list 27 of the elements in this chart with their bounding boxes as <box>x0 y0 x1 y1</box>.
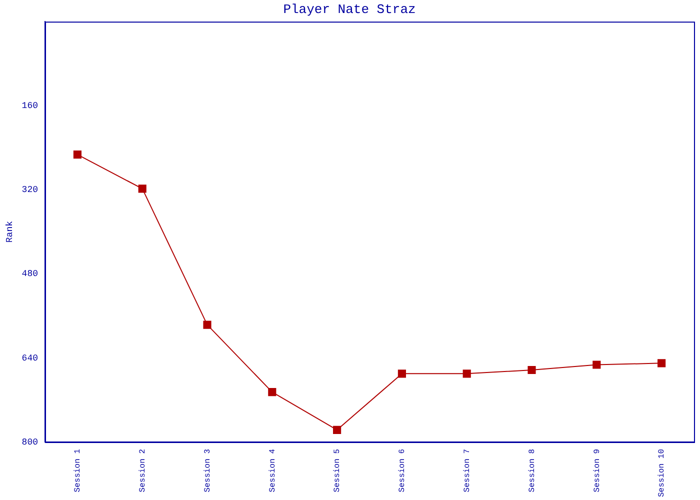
x-tick-label: Session 2 <box>138 448 148 492</box>
point <box>203 320 212 329</box>
point <box>138 184 146 193</box>
point <box>73 150 82 159</box>
x-tick-label: Session 9 <box>592 448 602 492</box>
point <box>268 388 276 396</box>
point <box>462 370 471 378</box>
x-tick-label: Session 5 <box>333 448 342 492</box>
point <box>528 366 536 374</box>
x-tick-label: Session 4 <box>268 448 278 492</box>
x-tick-label: Session 10 <box>658 448 667 498</box>
point <box>658 359 666 368</box>
y-tick-label: 320 <box>22 185 38 196</box>
x-tick-label: Session 1 <box>74 448 83 492</box>
y-axis-title: Rank <box>4 220 15 243</box>
x-tick-label: Session 6 <box>398 448 408 492</box>
chart-title: Player Nate Straz <box>283 2 416 18</box>
point <box>333 426 342 434</box>
y-tick-label: 480 <box>22 269 38 280</box>
y-tick-label: 800 <box>22 437 38 448</box>
y-tick-label: 640 <box>22 353 38 364</box>
point <box>592 360 601 369</box>
point <box>398 370 406 378</box>
x-tick-label: Session 8 <box>528 448 537 492</box>
x-tick-label: Session 3 <box>203 448 212 492</box>
x-tick-label: Session 7 <box>462 448 472 492</box>
y-tick-label: 160 <box>22 101 38 112</box>
